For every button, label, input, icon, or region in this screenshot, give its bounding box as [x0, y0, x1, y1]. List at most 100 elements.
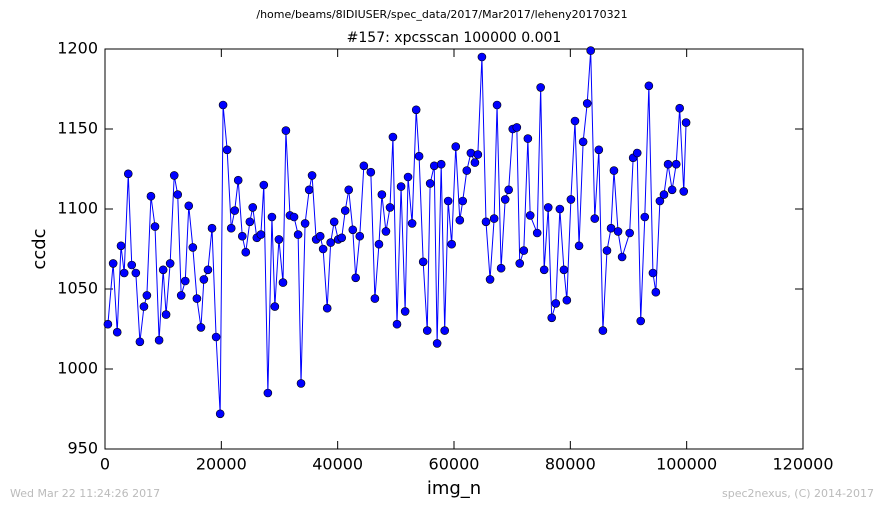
data-point	[547, 313, 557, 323]
data-point	[466, 148, 476, 158]
data-point	[218, 100, 228, 110]
chart-title: #157: xpcsscan 100000 0.001	[347, 30, 562, 46]
data-point	[392, 319, 402, 329]
data-point	[562, 295, 572, 305]
data-point	[414, 151, 424, 161]
data-point	[241, 247, 251, 257]
data-point	[606, 223, 616, 233]
y-axis-label: ccdc	[29, 228, 50, 269]
data-point	[485, 275, 495, 284]
data-point	[432, 339, 442, 348]
data-point	[355, 231, 365, 241]
data-line	[107, 50, 687, 414]
data-point	[267, 212, 277, 222]
data-point	[679, 187, 689, 196]
data-point	[142, 291, 152, 300]
data-point	[519, 246, 529, 255]
suptitle: /home/beams/8IDIUSER/spec_data/2017/Mar2…	[256, 8, 627, 21]
y-tick-label: 1200	[57, 39, 98, 58]
data-point	[112, 327, 122, 337]
data-point	[150, 222, 160, 231]
data-point	[248, 203, 258, 212]
data-point	[640, 212, 650, 222]
data-point	[574, 241, 584, 251]
data-point	[184, 201, 194, 211]
data-point	[407, 219, 417, 228]
data-point	[504, 185, 513, 195]
data-point	[180, 276, 190, 286]
data-point	[381, 227, 391, 236]
data-point	[307, 171, 317, 180]
data-point	[512, 123, 522, 132]
data-point	[366, 167, 376, 177]
data-point	[377, 190, 387, 199]
data-point	[455, 215, 465, 225]
data-point	[422, 326, 432, 335]
data-point	[425, 179, 435, 188]
data-point	[473, 150, 483, 159]
data-point	[403, 172, 413, 182]
data-point	[237, 231, 247, 241]
data-point	[256, 230, 266, 239]
timestamp: Wed Mar 22 11:24:26 2017	[10, 487, 160, 500]
data-point	[532, 228, 542, 238]
data-point	[289, 212, 299, 222]
data-point	[300, 219, 310, 228]
y-tick-label: 1150	[57, 119, 98, 138]
data-point	[146, 191, 156, 201]
data-point	[135, 337, 145, 347]
data-point	[598, 326, 608, 335]
data-point	[211, 332, 221, 342]
data-point	[590, 214, 600, 223]
data-point	[127, 260, 137, 270]
data-point	[176, 291, 186, 300]
data-point	[192, 294, 202, 303]
data-point	[196, 323, 206, 332]
data-point	[103, 319, 113, 329]
data-point	[154, 335, 164, 345]
data-point	[293, 230, 303, 239]
data-point	[570, 116, 580, 126]
data-point	[651, 287, 661, 297]
y-tick-label: 950	[67, 439, 98, 458]
data-point	[315, 231, 325, 241]
data-point	[278, 278, 288, 287]
data-point	[582, 99, 592, 108]
data-point	[388, 132, 398, 142]
data-point	[462, 166, 472, 175]
data-point	[161, 310, 171, 319]
data-point	[385, 203, 395, 212]
data-point	[270, 302, 280, 311]
data-point	[139, 302, 149, 311]
data-point	[304, 185, 314, 195]
data-point	[281, 126, 291, 135]
x-tick-label: 100000	[656, 455, 717, 474]
data-point	[119, 268, 129, 278]
data-point	[458, 196, 468, 206]
data-point	[123, 169, 133, 179]
data-point	[429, 161, 439, 171]
x-tick-label: 0	[100, 455, 110, 474]
data-point	[681, 118, 691, 127]
data-point	[259, 180, 269, 190]
data-point	[617, 252, 627, 262]
data-point	[344, 185, 354, 195]
data-point	[400, 307, 410, 316]
data-point	[326, 238, 335, 247]
data-point	[523, 134, 533, 143]
data-point	[625, 228, 634, 238]
data-point	[173, 190, 183, 199]
data-point	[274, 235, 284, 244]
data-point	[644, 81, 654, 91]
data-point	[230, 206, 240, 215]
data-point	[263, 388, 273, 398]
data-point	[543, 203, 553, 212]
credit: spec2nexus, (C) 2014-2017	[722, 487, 874, 500]
data-point	[492, 100, 502, 110]
data-point	[578, 137, 588, 147]
data-point	[500, 195, 510, 204]
data-point	[613, 227, 623, 236]
x-tick-label: 60000	[429, 455, 480, 474]
data-point	[447, 239, 456, 249]
data-point	[539, 265, 549, 275]
